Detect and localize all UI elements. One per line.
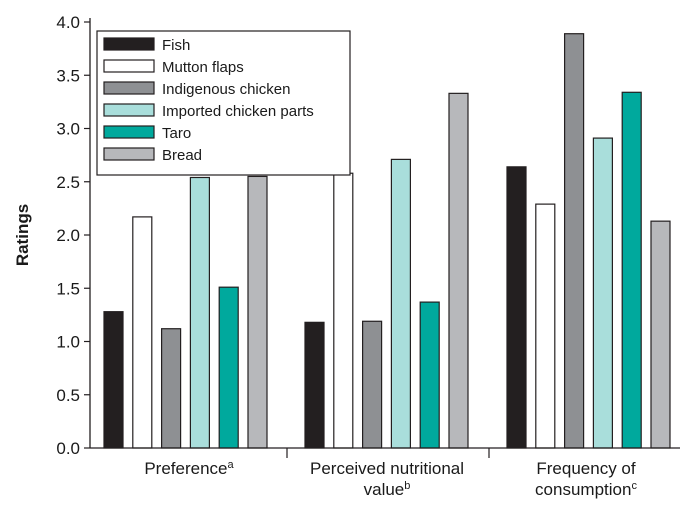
y-tick-label: 4.0 xyxy=(56,13,80,32)
y-tick-label: 3.5 xyxy=(56,66,80,85)
legend-label: Indigenous chicken xyxy=(162,81,290,98)
axes-layer: 0.0 0.5 1.0 1.5 2.0 2.5 3.0 3.5 4.0 Preferencea Pe… xyxy=(13,13,680,499)
y-tick-label: 0.5 xyxy=(56,386,80,405)
y-tick-label: 2.5 xyxy=(56,173,80,192)
bar-taro-cat2 xyxy=(621,91,642,449)
x-category-label: Preferencea xyxy=(144,459,234,478)
bar-indigenous-chicken-cat2 xyxy=(563,33,585,449)
x-category-label: Perceived nutritional xyxy=(310,459,464,478)
bars-layer xyxy=(103,33,671,449)
legend-swatch-imported-chicken-parts xyxy=(103,103,155,117)
x-category-label-line2: consumptionc xyxy=(535,480,637,499)
bar-bread-cat1 xyxy=(448,92,469,449)
bar-bread-cat2 xyxy=(650,220,671,449)
y-tick-label: 3.0 xyxy=(56,120,80,139)
legend-label: Bread xyxy=(162,147,202,164)
bar-imported-chicken-parts-cat2 xyxy=(592,137,614,449)
legend: Fish Mutton flaps Indigenous chicken Import… xyxy=(96,30,351,176)
legend-label: Fish xyxy=(162,37,190,54)
bar-taro-cat1 xyxy=(419,301,440,449)
x-category-label: Frequency of xyxy=(536,459,635,478)
y-tick-label: 1.0 xyxy=(56,333,80,352)
bar-indigenous-chicken-cat0 xyxy=(161,328,182,449)
legend-swatch-mutton-flaps xyxy=(103,59,155,73)
bar-mutton-flaps-cat2 xyxy=(535,203,556,449)
bar-mutton-flaps-cat0 xyxy=(132,216,153,449)
legend-swatch-indigenous-chicken xyxy=(103,81,155,95)
legend-label: Imported chicken parts xyxy=(162,103,314,120)
legend-swatch-bread xyxy=(103,147,155,161)
y-axis-title: Ratings xyxy=(13,204,32,266)
bar-fish-cat1 xyxy=(304,321,325,449)
bar-fish-cat2 xyxy=(506,166,527,449)
y-tick-label: 1.5 xyxy=(56,279,80,298)
legend-swatch-fish xyxy=(103,37,155,51)
legend-label: Mutton flaps xyxy=(162,59,244,76)
bar-imported-chicken-parts-cat0 xyxy=(189,176,210,449)
x-category-label-line2: valueb xyxy=(364,480,411,499)
bar-mutton-flaps-cat1 xyxy=(333,172,354,449)
y-tick-label: 2.0 xyxy=(56,226,80,245)
bar-taro-cat0 xyxy=(218,286,239,449)
bar-imported-chicken-parts-cat1 xyxy=(390,158,411,449)
bar-indigenous-chicken-cat1 xyxy=(362,320,383,449)
bar-bread-cat0 xyxy=(247,175,268,449)
bar-fish-cat0 xyxy=(103,311,124,449)
y-tick-label: 0.0 xyxy=(56,439,80,458)
legend-label: Taro xyxy=(162,125,191,142)
legend-swatch-taro xyxy=(103,125,155,139)
